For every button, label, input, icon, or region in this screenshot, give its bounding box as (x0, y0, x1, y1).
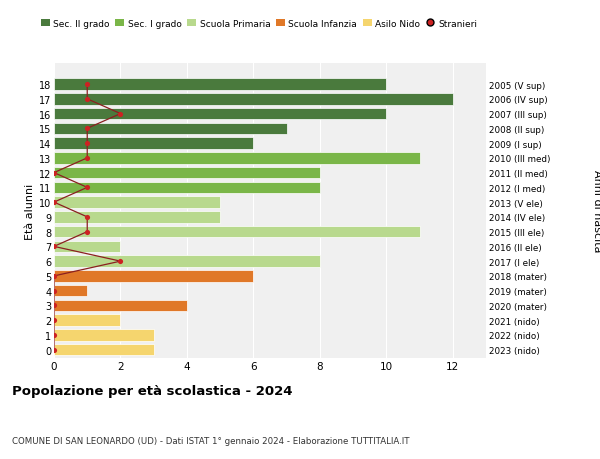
Point (82, 184, 92, 191)
Bar (54, 241, 121, 252)
Bar (54, 153, 419, 164)
Point (82, 155, 92, 162)
Bar (54, 300, 187, 312)
Point (49, 169, 59, 177)
Point (82, 214, 92, 221)
Bar (54, 285, 87, 297)
Y-axis label: Età alunni: Età alunni (25, 183, 35, 239)
Bar (54, 182, 320, 194)
Legend: Sec. II grado, Sec. I grado, Scuola Primaria, Scuola Infanzia, Asilo Nido, Stran: Sec. II grado, Sec. I grado, Scuola Prim… (37, 16, 481, 32)
Point (82, 125, 92, 133)
Point (116, 258, 125, 265)
Point (49, 243, 59, 251)
Bar (54, 197, 220, 208)
Bar (54, 212, 220, 223)
Point (49, 346, 59, 353)
Text: Anni di nascita: Anni di nascita (592, 170, 600, 252)
Bar (54, 138, 253, 150)
Point (82, 96, 92, 103)
Point (49, 317, 59, 324)
Text: COMUNE DI SAN LEONARDO (UD) - Dati ISTAT 1° gennaio 2024 - Elaborazione TUTTITAL: COMUNE DI SAN LEONARDO (UD) - Dati ISTAT… (12, 436, 409, 445)
Bar (54, 94, 453, 106)
Bar (54, 226, 419, 238)
Bar (54, 330, 154, 341)
Point (82, 229, 92, 236)
Bar (54, 109, 386, 120)
Text: Popolazione per età scolastica - 2024: Popolazione per età scolastica - 2024 (12, 384, 293, 397)
Bar (54, 315, 121, 326)
Point (49, 273, 59, 280)
Bar (54, 168, 320, 179)
Point (82, 81, 92, 89)
Point (49, 331, 59, 339)
Point (49, 287, 59, 295)
Bar (54, 123, 287, 135)
Bar (54, 344, 154, 356)
Bar (54, 79, 386, 90)
Bar (54, 270, 253, 282)
Point (82, 140, 92, 147)
Point (116, 111, 125, 118)
Point (49, 302, 59, 309)
Point (49, 199, 59, 207)
Bar (54, 256, 320, 267)
